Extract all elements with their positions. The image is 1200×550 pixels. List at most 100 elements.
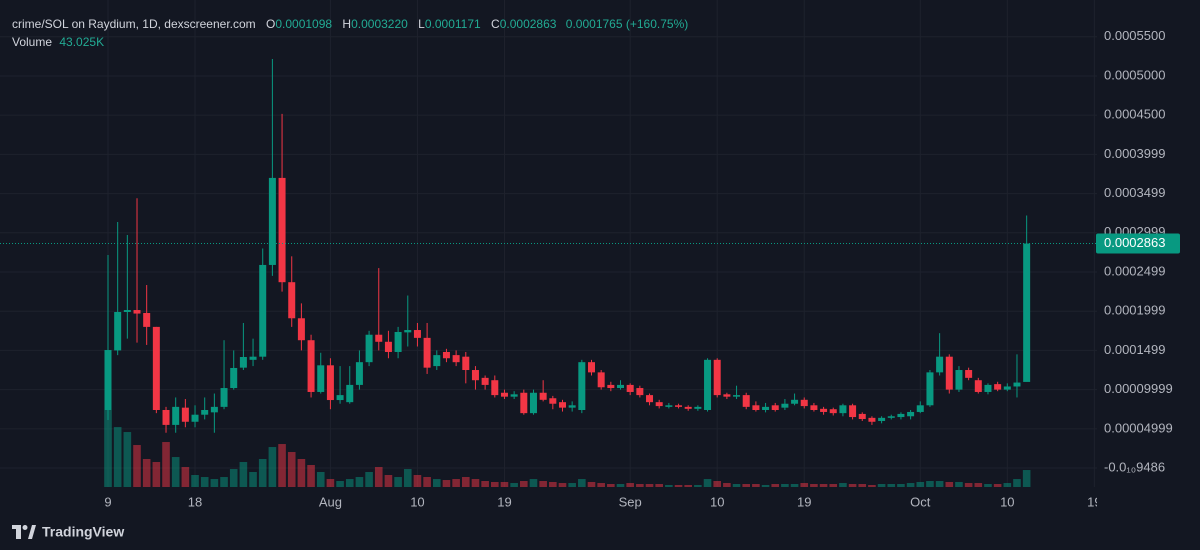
volume-bar	[442, 480, 451, 487]
volume-bar	[394, 477, 402, 487]
volume-bar	[200, 477, 209, 487]
last-price-label: 0.0002863	[1104, 235, 1165, 250]
y-tick-label: -0.0₁₀9486	[1104, 459, 1165, 474]
candle-body	[162, 410, 170, 425]
candle-body	[588, 362, 595, 373]
volume-bar	[761, 484, 770, 487]
candle-body	[762, 406, 770, 411]
candle-body	[104, 350, 112, 411]
candle-body	[491, 380, 499, 396]
candle-body	[994, 384, 1002, 390]
candle-body	[965, 370, 973, 378]
candle-body	[858, 413, 866, 420]
volume-bar	[249, 471, 257, 487]
ohlc-key: O	[266, 17, 276, 31]
volume-bar	[133, 445, 141, 487]
volume-bar	[558, 483, 567, 487]
volume-bar	[384, 474, 393, 487]
volume-bar	[607, 483, 615, 487]
candle-body	[878, 417, 886, 421]
candle-body	[849, 405, 857, 418]
volume-bar	[742, 483, 751, 487]
volume-bar	[162, 442, 170, 487]
volume-bar	[307, 465, 315, 487]
candle-body	[500, 392, 508, 397]
ohlc-value: 0.0001098	[275, 17, 333, 31]
x-tick-label: 19	[797, 494, 811, 509]
candle-body	[481, 377, 489, 385]
volume-bar	[732, 483, 741, 487]
y-tick-label: 0.0003999	[1104, 146, 1165, 161]
volume-bar	[868, 484, 876, 487]
volume-bar	[829, 483, 838, 487]
candle-body	[713, 359, 721, 396]
ohlc-key: L	[418, 17, 425, 31]
volume-bar	[877, 483, 886, 487]
candle-body	[791, 399, 799, 404]
candle-body	[684, 406, 692, 409]
volume-bar	[171, 457, 180, 487]
volume-bar	[665, 484, 673, 487]
candle-body	[404, 330, 412, 333]
volume-bar	[645, 483, 654, 487]
candle-body	[114, 311, 122, 351]
candle-body	[752, 405, 760, 411]
candle-body	[887, 416, 895, 418]
y-tick-label: 0.0004500	[1104, 107, 1165, 122]
volume-bar	[993, 483, 1002, 487]
volume-bar	[839, 483, 847, 487]
volume-bar	[984, 483, 992, 487]
candle-body	[297, 318, 305, 341]
volume-bar	[964, 483, 973, 487]
x-tick-label: 10	[410, 494, 424, 509]
volume-bar	[220, 477, 228, 487]
volume-bar	[655, 483, 663, 487]
candle-body	[288, 282, 296, 319]
x-tick-label: 9	[104, 494, 111, 509]
x-tick-label: 18	[188, 494, 202, 509]
volume-bar	[452, 479, 460, 487]
candle-body	[926, 372, 934, 406]
candle-body	[626, 384, 634, 392]
change: 0.0001765 (+160.75%)	[565, 17, 689, 31]
x-tick-label: 10	[710, 494, 724, 509]
volume-bar	[539, 480, 547, 487]
candle-body	[771, 405, 779, 411]
legend-row: Volume 43.025K	[12, 33, 688, 51]
watermark-text: TradingView	[42, 524, 124, 540]
volume-bar	[374, 467, 383, 487]
volume-bar	[278, 444, 286, 487]
candle-body	[239, 356, 247, 368]
candle-body	[278, 177, 286, 283]
candle-body	[558, 402, 566, 408]
volume-bar	[239, 462, 248, 487]
volume-bar	[345, 479, 354, 487]
candle-body	[317, 365, 325, 392]
volume-bar	[578, 479, 586, 487]
x-tick-label: Aug	[319, 494, 342, 509]
y-tick-label: 0.0005500	[1104, 28, 1165, 43]
volume-bar	[810, 483, 818, 487]
volume-bar	[974, 483, 983, 487]
volume-bar	[142, 459, 151, 487]
volume-bar	[520, 480, 528, 487]
volume-layer	[104, 410, 1031, 487]
volume-bar	[694, 484, 702, 487]
volume-bar	[790, 483, 799, 487]
volume-bar	[935, 480, 944, 487]
volume-bar	[674, 484, 683, 487]
volume-bar	[413, 474, 422, 487]
volume-key: Volume	[12, 35, 53, 49]
y-tick-label: 0.0005000	[1104, 67, 1165, 82]
volume-bar	[152, 462, 161, 487]
y-tick-label: 0.0001499	[1104, 342, 1165, 357]
candle-layer	[0, 58, 1097, 433]
volume-bar	[181, 467, 190, 487]
candle-body	[423, 337, 431, 368]
candle-body	[781, 403, 789, 408]
y-tick-label: 0.0003499	[1104, 185, 1165, 200]
candle-body	[597, 372, 605, 388]
volume-bar	[916, 481, 925, 487]
volume-bar	[355, 477, 364, 487]
